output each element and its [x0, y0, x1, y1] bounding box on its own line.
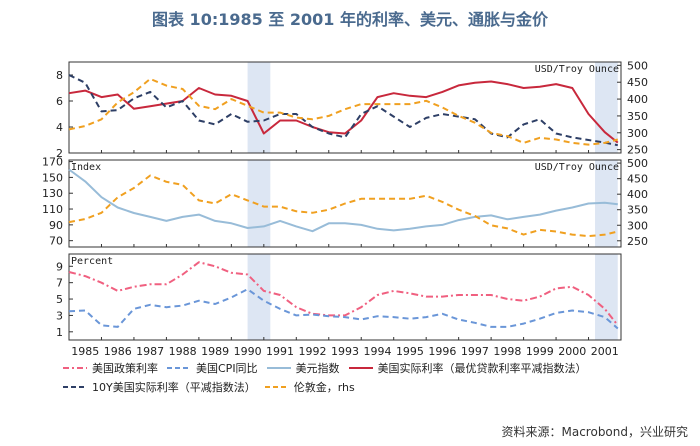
legend: 美国政策利率 美国CPI同比 美元指数 美国实际利率（最优贷款利率平减指数法） … [62, 358, 682, 396]
legend-row-1: 美国政策利率 美国CPI同比 美元指数 美国实际利率（最优贷款利率平减指数法） [62, 358, 682, 377]
x-tick-label: 1989 [201, 345, 229, 358]
left-tick-label: 5 [56, 293, 63, 306]
left-tick-label: 150 [42, 171, 63, 184]
recession-band [247, 160, 271, 247]
right-tick-label: 250 [627, 235, 648, 248]
legend-label-gold: 伦敦金，rhs [293, 380, 355, 394]
x-tick-label: 1994 [363, 345, 391, 358]
right-tick-label: 250 [627, 144, 648, 157]
x-tick-label: 1987 [136, 345, 164, 358]
right-tick-label: 450 [627, 173, 648, 186]
left-tick-label: 9 [56, 260, 63, 273]
legend-row-2: 10Y美国实际利率（平减指数法） 伦敦金，rhs [62, 377, 682, 396]
legend-swatch-policy-rate [63, 366, 87, 369]
left-tick-label: 90 [49, 219, 63, 232]
series-line [68, 77, 619, 146]
legend-item-policy-rate: 美国政策利率 [62, 360, 158, 376]
right-tick-label: 300 [627, 127, 648, 140]
panel-middle: 70 90 110 130 150 170 Index 250 300 350 400 450 500 U… [42, 156, 648, 248]
chart-title: 图表 10:1985 至 2001 年的利率、美元、通胀与金价 [151, 10, 548, 29]
plot-frame [68, 159, 622, 248]
left-tick-label: 110 [42, 203, 63, 216]
legend-item-real-rate: 美国实际利率（最优贷款利率平减指数法） [348, 360, 587, 376]
legend-swatch-gold [264, 385, 289, 388]
legend-swatch-real-rate [348, 366, 373, 369]
x-tick-label: 1985 [71, 345, 99, 358]
x-tick-label: 1999 [526, 345, 554, 358]
legend-item-10y-real-rate: 10Y美国实际利率（平减指数法） [62, 379, 256, 395]
x-tick-label: 1991 [266, 345, 294, 358]
series-line [68, 74, 618, 147]
panel-bottom: 1 3 5 7 9 Percent 1985 1986 1987 1988 1989 1990 1991… [56, 253, 622, 358]
source-note: 资料来源：Macrobond，兴业研究 [501, 425, 689, 439]
plot-frame [68, 61, 622, 154]
x-tick-label: 2001 [591, 345, 619, 358]
plot-frame [68, 253, 622, 341]
legend-label-10y-real-rate: 10Y美国实际利率（平减指数法） [92, 380, 256, 394]
left-tick-label: 4 [56, 121, 63, 134]
x-tick-label: 1990 [234, 345, 262, 358]
legend-label-policy-rate: 美国政策利率 [92, 361, 158, 375]
recession-band [595, 62, 618, 153]
legend-item-dollar-index: 美元指数 [266, 360, 340, 376]
series-line [68, 174, 619, 238]
x-tick-label: 1988 [169, 345, 197, 358]
right-tick-label: 400 [627, 188, 648, 201]
left-tick-label: 8 [56, 69, 63, 82]
recession-band [247, 62, 271, 153]
left-axis-label: Index [71, 162, 101, 173]
legend-label-cpi: 美国CPI同比 [196, 361, 258, 375]
left-tick-label: 2 [56, 147, 63, 160]
right-axis-label: USD/Troy Ounce [535, 162, 619, 173]
x-tick-label: 1992 [299, 345, 327, 358]
right-tick-label: 350 [627, 204, 648, 217]
x-tick-label: 1996 [428, 345, 456, 358]
left-tick-label: 7 [56, 277, 63, 290]
left-axis-label: Percent [71, 256, 113, 267]
right-axis-label: USD/Troy Ounce [535, 64, 619, 75]
series-line [68, 168, 618, 233]
x-tick-label: 1986 [104, 345, 132, 358]
legend-label-dollar-index: 美元指数 [295, 361, 340, 375]
legend-swatch-cpi [167, 366, 191, 369]
series-line [68, 80, 619, 144]
left-tick-label: 1 [56, 326, 63, 339]
right-tick-label: 450 [627, 76, 648, 89]
legend-label-real-rate: 美国实际利率（最优贷款利率平减指数法） [377, 361, 587, 375]
panel-top: 2 4 6 8 250 300 350 400 450 500 USD/Troy Ounce [56, 59, 648, 160]
right-tick-label: 500 [627, 59, 648, 72]
left-tick-label: 6 [56, 95, 63, 108]
x-tick-label: 1997 [461, 345, 489, 358]
right-tick-label: 500 [627, 157, 648, 170]
legend-item-gold: 伦敦金，rhs [264, 379, 355, 395]
x-tick-label: 1998 [493, 345, 521, 358]
legend-swatch-dollar-index [266, 366, 291, 369]
right-tick-label: 300 [627, 219, 648, 232]
series-line [68, 288, 619, 330]
legend-item-cpi: 美国CPI同比 [166, 360, 258, 376]
x-tick-label: 2000 [558, 345, 586, 358]
left-tick-label: 3 [56, 309, 63, 322]
right-tick-label: 350 [627, 110, 648, 123]
x-tick-label: 1995 [396, 345, 424, 358]
series-line [68, 261, 619, 326]
recession-band [595, 254, 618, 340]
left-tick-label: 70 [49, 235, 63, 248]
left-tick-label: 170 [42, 156, 63, 169]
left-tick-label: 130 [42, 187, 63, 200]
legend-swatch-10y-real-rate [63, 385, 87, 388]
right-tick-label: 400 [627, 93, 648, 106]
x-tick-label: 1993 [331, 345, 359, 358]
